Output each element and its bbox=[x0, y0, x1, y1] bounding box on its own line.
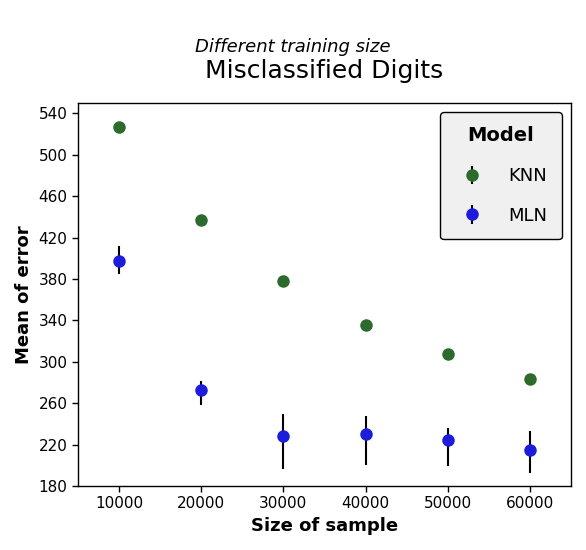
Title: Misclassified Digits: Misclassified Digits bbox=[205, 59, 444, 83]
Text: Different training size: Different training size bbox=[195, 39, 391, 57]
Legend: KNN, MLN: KNN, MLN bbox=[440, 112, 562, 239]
X-axis label: Size of sample: Size of sample bbox=[251, 517, 398, 535]
Y-axis label: Mean of error: Mean of error bbox=[15, 225, 33, 364]
